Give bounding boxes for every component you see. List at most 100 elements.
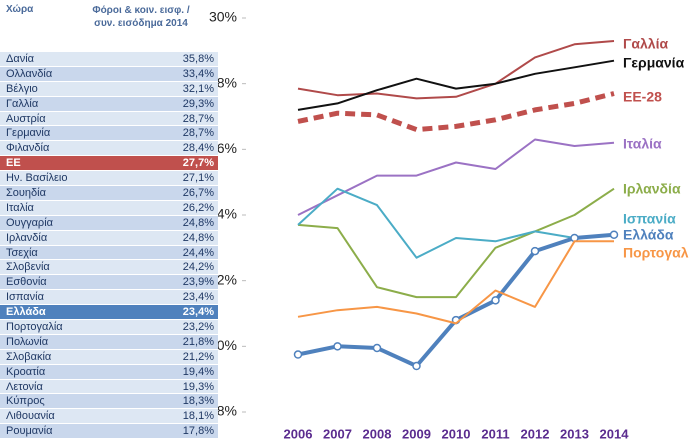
value-cell: 26,7% [182, 187, 214, 200]
x-tick-label: 2013 [560, 426, 589, 441]
value-cell: 23,2% [182, 321, 214, 334]
x-tick-label: 2008 [363, 426, 392, 441]
series-label: Ελλάδα [623, 227, 674, 243]
value-cell: 28,4% [182, 142, 214, 155]
country-cell: Ελλάδα [6, 306, 46, 319]
series-line [297, 138, 615, 216]
country-cell: Ιρλανδία [6, 231, 48, 244]
value-cell: 24,2% [182, 261, 214, 274]
series-label: Πορτογαλία [623, 245, 689, 261]
table-row: Τσεχία 24,4% [0, 245, 218, 261]
table: Χώρα Φόροι & κοιν. εισφ. /συν. εισόδημα … [0, 0, 218, 440]
value-cell: 17,8% [182, 425, 214, 438]
table-row: Αυστρία 28,7% [0, 111, 218, 127]
country-cell: Πολωνία [6, 335, 49, 348]
table-row: Ρουμανία 17,8% [0, 424, 218, 440]
series-label: ΕΕ-28 [623, 89, 662, 105]
series-marker [491, 296, 500, 305]
series-label: Ισπανία [623, 211, 676, 227]
table-row: Εσθονία 23,9% [0, 275, 218, 291]
table-row: Ισπανία 23,4% [0, 290, 218, 306]
x-tick-label: 2006 [284, 426, 313, 441]
x-tick-label: 2011 [481, 426, 509, 441]
x-tick-label: 2014 [600, 426, 630, 441]
table-row: Ολλανδία 33,4% [0, 66, 218, 82]
value-cell: 28,7% [182, 112, 214, 125]
value-cell: 33,4% [182, 67, 214, 80]
table-row: Πορτογαλία 23,2% [0, 320, 218, 335]
header-value: Φόροι & κοιν. εισφ. /συν. εισόδημα 2014 [92, 5, 190, 29]
value-cell: 35,8% [182, 53, 214, 65]
value-cell: 27,1% [182, 172, 214, 185]
table-row: Ελλάδα 23,4% [0, 305, 218, 321]
series-line [297, 187, 615, 299]
country-cell: Φιλανδία [6, 142, 50, 155]
table-header: Χώρα Φόροι & κοιν. εισφ. /συν. εισόδημα … [0, 0, 218, 52]
table-row: Ιταλία 26,2% [0, 200, 218, 216]
country-cell: Ουγγαρία [6, 216, 53, 229]
table-row: Σλοβενία 24,2% [0, 260, 218, 276]
country-cell: Τσεχία [6, 246, 38, 259]
table-row: Ιρλανδία 24,8% [0, 230, 218, 246]
value-cell: 18,3% [182, 395, 214, 408]
table-row: Γαλλία 29,3% [0, 96, 218, 112]
x-tick-label: 2007 [323, 426, 352, 441]
country-cell: Γαλλία [6, 97, 39, 110]
value-cell: 19,4% [182, 365, 214, 378]
table-row: Λιθουανία 18,1% [0, 409, 218, 425]
header-country: Χώρα [6, 4, 34, 15]
table-row: Δανία 35,8% [0, 52, 218, 67]
table-row: Ουγγαρία 24,8% [0, 215, 218, 231]
value-cell: 21,8% [182, 335, 214, 348]
value-cell: 24,4% [182, 246, 214, 259]
table-row: Κύπρος 18,3% [0, 394, 218, 410]
series-marker [333, 342, 342, 351]
country-cell: ΕΕ [6, 157, 21, 170]
table-row: ΕΕ 27,7% [0, 156, 218, 172]
value-cell: 18,1% [182, 410, 214, 423]
x-tick-label: 2010 [442, 426, 471, 441]
country-cell: Σουηδία [6, 187, 46, 200]
value-cell: 24,8% [182, 231, 214, 244]
series-line [297, 187, 615, 259]
value-cell: 23,4% [182, 306, 214, 319]
table-row: Γερμανία 28,7% [0, 126, 218, 142]
series-label: Γερμανία [623, 55, 685, 71]
series-label: Ιταλία [623, 136, 662, 152]
value-cell: 23,9% [182, 276, 214, 289]
series-marker [609, 230, 619, 239]
country-cell: Κροατία [6, 365, 46, 378]
country-cell: Ολλανδία [6, 67, 53, 80]
x-tick-label: 2012 [521, 426, 550, 441]
table-row: Σουηδία 26,7% [0, 186, 218, 201]
country-cell: Εσθονία [6, 276, 47, 289]
country-cell: Γερμανία [6, 127, 51, 140]
series-marker [530, 246, 540, 256]
table-row: Σλοβακία 21,2% [0, 349, 218, 365]
series-label: Ιρλανδία [623, 181, 681, 197]
country-cell: Ρουμανία [6, 425, 53, 438]
table-row: Λετονία 19,3% [0, 379, 218, 395]
x-tick-label: 2009 [402, 426, 431, 441]
table-row: Ην. Βασίλειο 27,1% [0, 171, 218, 187]
value-cell: 29,3% [182, 97, 214, 110]
country-cell: Σλοβενία [6, 261, 50, 274]
country-cell: Ιταλία [6, 201, 34, 214]
country-cell: Λιθουανία [6, 410, 55, 423]
country-cell: Λετονία [6, 380, 43, 393]
series-marker [372, 343, 382, 353]
country-cell: Ην. Βασίλειο [6, 172, 68, 185]
country-cell: Κύπρος [6, 395, 45, 408]
value-cell: 24,8% [182, 216, 214, 229]
value-cell: 27,7% [182, 157, 214, 170]
series-marker [412, 361, 421, 371]
country-cell: Πορτογαλία [6, 321, 63, 334]
y-tick-label: 30% [209, 9, 237, 25]
series-line [297, 91, 615, 133]
country-cell: Σλοβακία [6, 350, 52, 363]
country-cell: Βέλγιο [6, 82, 38, 95]
value-cell: 19,3% [182, 380, 214, 393]
country-cell: Ισπανία [6, 291, 44, 304]
series-label: Γαλλία [623, 36, 668, 52]
